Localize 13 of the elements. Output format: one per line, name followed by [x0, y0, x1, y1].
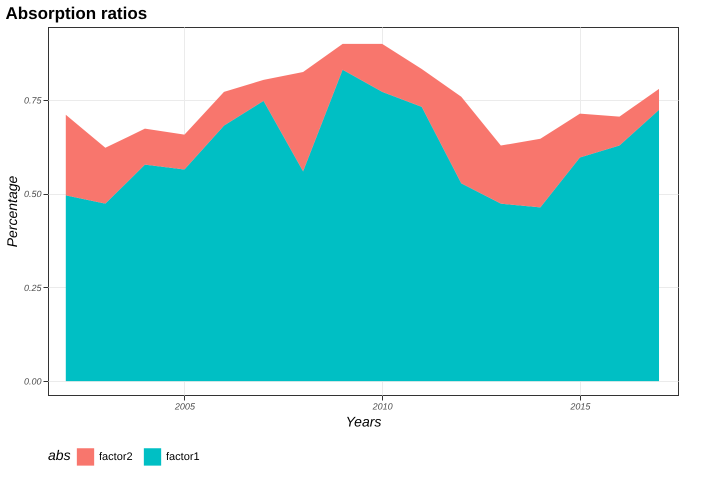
- x-tick-label: 2010: [372, 402, 393, 412]
- y-tick-label: 0.00: [24, 376, 42, 387]
- chart-title: Absorption ratios: [5, 4, 148, 23]
- y-axis-title: Percentage: [4, 175, 20, 248]
- legend-label: factor1: [166, 450, 200, 463]
- legend-label: factor2: [99, 450, 133, 463]
- x-tick-label: 2005: [174, 402, 196, 412]
- legend-title: abs: [48, 447, 71, 463]
- x-axis-title: Years: [346, 414, 382, 430]
- y-tick-label: 0.25: [24, 282, 42, 293]
- y-tick-label: 0.50: [24, 189, 42, 200]
- x-tick-label: 2015: [569, 402, 592, 412]
- y-tick-label: 0.75: [24, 95, 42, 106]
